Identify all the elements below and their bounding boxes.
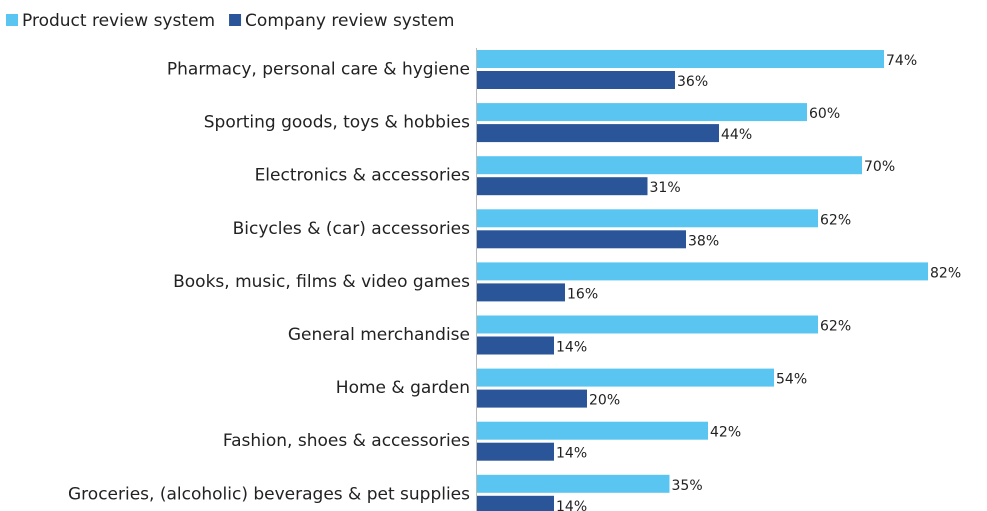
value-label: 38%: [688, 233, 719, 249]
bar: [477, 389, 587, 408]
value-label: 82%: [930, 265, 961, 281]
value-label: 70%: [864, 159, 895, 175]
bar: [477, 421, 708, 440]
bar: [477, 442, 554, 461]
bar: [477, 230, 686, 249]
value-label: 62%: [820, 212, 851, 228]
category-label: Groceries, (alcoholic) beverages & pet s…: [68, 484, 470, 504]
category-label: General merchandise: [288, 325, 470, 345]
category-label: Sporting goods, toys & hobbies: [204, 113, 470, 133]
value-label: 35%: [672, 478, 703, 494]
bar: [477, 495, 554, 511]
value-label: 42%: [710, 425, 741, 441]
category-label: Books, music, films & video games: [173, 272, 470, 292]
value-label: 14%: [556, 340, 587, 356]
bar: [477, 209, 818, 228]
value-label: 44%: [721, 127, 752, 143]
value-label: 36%: [677, 74, 708, 90]
value-label: 54%: [776, 372, 807, 388]
bar: [477, 103, 807, 122]
bar: [477, 315, 818, 334]
bar: [477, 283, 565, 302]
bar: [477, 474, 670, 493]
bar: [477, 71, 675, 89]
bar: [477, 156, 862, 175]
category-label: Fashion, shoes & accessories: [223, 431, 470, 451]
bar: [477, 50, 884, 68]
bar: [477, 124, 719, 143]
bar: [477, 262, 928, 281]
value-label: 14%: [556, 499, 587, 511]
value-label: 74%: [886, 53, 917, 69]
bar: [477, 336, 554, 355]
value-label: 16%: [567, 286, 598, 302]
value-label: 31%: [650, 180, 681, 196]
legend-swatch: [6, 14, 18, 26]
value-label: 60%: [809, 106, 840, 122]
category-label: Bicycles & (car) accessories: [233, 219, 471, 239]
category-label: Pharmacy, personal care & hygiene: [167, 60, 470, 80]
bar: [477, 177, 648, 196]
value-label: 14%: [556, 446, 587, 462]
value-label: 62%: [820, 319, 851, 335]
category-label: Home & garden: [336, 378, 470, 398]
legend-label: Company review system: [245, 11, 454, 31]
category-label: Electronics & accessories: [255, 166, 471, 186]
legend-swatch: [229, 14, 242, 26]
value-label: 20%: [589, 393, 620, 409]
legend-label: Product review system: [22, 11, 215, 31]
bar: [477, 368, 774, 387]
